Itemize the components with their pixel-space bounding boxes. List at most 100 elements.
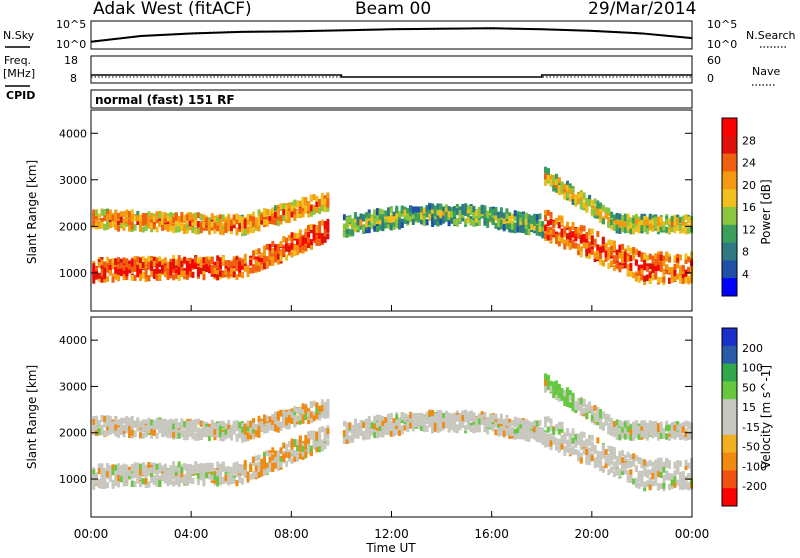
- velocity-cell: [387, 423, 390, 429]
- velocity-cell: [114, 465, 117, 471]
- velocity-cell: [395, 429, 398, 435]
- velocity-cell: [602, 467, 605, 473]
- velocity-cell: [120, 429, 123, 435]
- velocity-cell: [299, 453, 302, 459]
- velocity-cell: [258, 455, 261, 461]
- power-cell: [280, 241, 283, 247]
- power-cell: [621, 251, 624, 257]
- velocity-cell: [302, 446, 305, 452]
- power-cell: [114, 274, 117, 280]
- power-cell: [183, 257, 186, 263]
- velocity-cell: [662, 475, 665, 481]
- power-cell: [274, 257, 277, 263]
- power-cell: [296, 233, 299, 239]
- velocity-cell: [255, 466, 258, 472]
- power-cell: [128, 226, 131, 232]
- power-cell: [178, 226, 181, 232]
- power-cell: [197, 228, 200, 234]
- power-cell: [558, 240, 561, 246]
- power-cell: [530, 216, 533, 222]
- power-cell: [580, 225, 583, 231]
- velocity-cell: [169, 419, 172, 425]
- power-cell: [351, 230, 354, 236]
- power-cell: [629, 223, 632, 229]
- velocity-cell: [302, 403, 305, 409]
- velocity-cell: [500, 430, 503, 436]
- power-cell: [550, 219, 553, 225]
- power-cell: [117, 269, 120, 275]
- power-cell: [175, 273, 178, 279]
- power-cell: [315, 235, 318, 241]
- power-cell: [649, 214, 652, 220]
- velocity-cell: [536, 421, 539, 427]
- power-cell: [376, 208, 379, 214]
- power-cell: [263, 257, 266, 263]
- velocity-cell: [348, 423, 351, 429]
- velocity-cell: [638, 428, 641, 434]
- power-cell: [117, 264, 120, 270]
- power-cell: [365, 221, 368, 227]
- power-cell: [610, 212, 613, 218]
- velocity-cell: [660, 472, 663, 478]
- power-cell: [101, 210, 104, 216]
- power-cell: [588, 199, 591, 205]
- power-cell: [522, 219, 525, 225]
- velocity-cell: [494, 429, 497, 435]
- power-cell: [673, 275, 676, 281]
- power-cell: [384, 211, 387, 217]
- velocity-cell: [459, 423, 462, 429]
- power-cell: [629, 228, 632, 234]
- velocity-cell: [101, 475, 104, 481]
- power-cell: [114, 224, 117, 230]
- power-cell: [103, 215, 106, 221]
- power-cell: [291, 205, 294, 211]
- velocity-cell: [478, 426, 481, 432]
- power-cell: [585, 198, 588, 204]
- power-cell: [114, 218, 117, 224]
- velocity-cell: [216, 469, 219, 475]
- velocity-cell: [263, 415, 266, 421]
- power-cell: [561, 188, 564, 194]
- velocity-cell: [613, 431, 616, 437]
- power-cell: [348, 216, 351, 222]
- power-cell: [649, 278, 652, 284]
- power-cell: [585, 206, 588, 212]
- velocity-cell: [235, 466, 238, 472]
- velocity-cell: [202, 428, 205, 434]
- power-cell: [296, 239, 299, 245]
- power-cell: [552, 229, 555, 235]
- power-cell: [194, 220, 197, 226]
- velocity-cell: [616, 419, 619, 425]
- power-cell: [125, 216, 128, 222]
- power-cell: [610, 240, 613, 246]
- velocity-cell: [178, 476, 181, 482]
- velocity-cell: [136, 422, 139, 428]
- power-cell: [635, 249, 638, 255]
- velocity-cell: [439, 417, 442, 423]
- velocity-cell: [594, 446, 597, 452]
- power-cell: [613, 258, 616, 264]
- velocity-cell: [486, 428, 489, 434]
- power-cell: [665, 252, 668, 258]
- velocity-cell: [266, 450, 269, 456]
- velocity-cell: [321, 426, 324, 432]
- velocity-cell: [202, 421, 205, 427]
- power-cell: [583, 201, 586, 207]
- velocity-cell: [324, 443, 327, 449]
- power-cell: [183, 224, 186, 230]
- power-cell: [423, 220, 426, 226]
- power-cell: [197, 267, 200, 273]
- velocity-cell: [139, 464, 142, 470]
- power-cell: [365, 212, 368, 218]
- velocity-cell: [547, 427, 550, 433]
- velocity-cell: [684, 460, 687, 466]
- power-cell: [266, 220, 269, 226]
- velocity-cell: [302, 418, 305, 424]
- power-cell: [200, 214, 203, 220]
- power-cell: [657, 217, 660, 223]
- velocity-cell: [224, 475, 227, 481]
- velocity-cell: [550, 418, 553, 424]
- power-cell: [194, 213, 197, 219]
- power-cell: [227, 260, 230, 266]
- velocity-cell: [219, 477, 222, 483]
